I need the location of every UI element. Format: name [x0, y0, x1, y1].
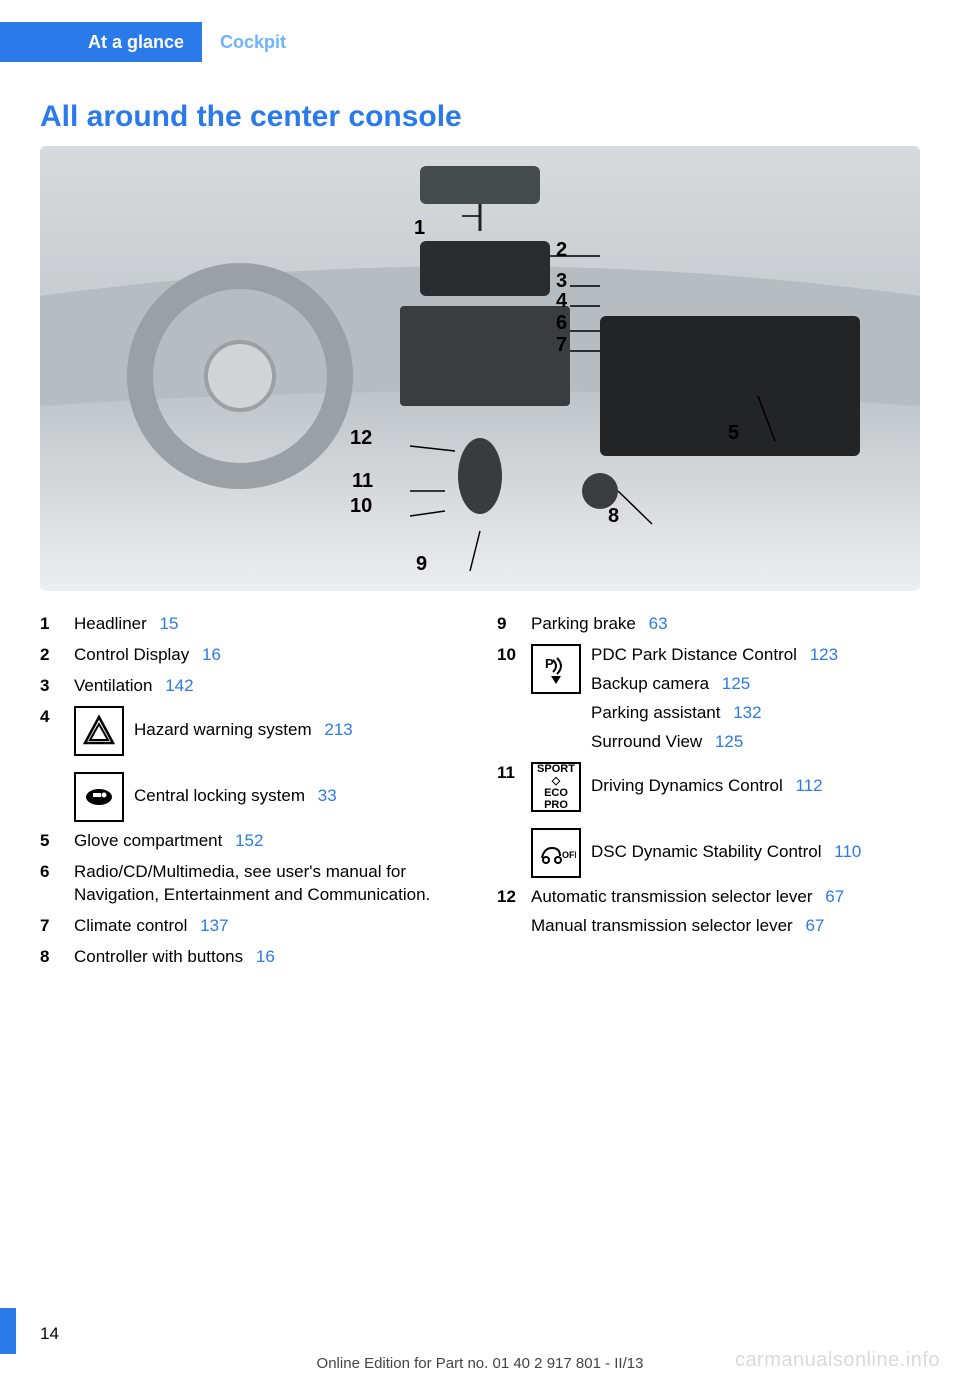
pdc-icon: P — [531, 644, 581, 694]
legend-number: 11 — [497, 762, 531, 785]
svg-text:P: P — [545, 656, 554, 671]
svg-text:OFF: OFF — [562, 850, 576, 860]
legend-item-4: 4 Hazard warning system 213 — [40, 706, 463, 822]
legend-columns: 1 Headliner 15 2 Control Display 16 3 Ve… — [40, 613, 920, 977]
legend-label: Climate control — [74, 916, 187, 935]
legend-number: 12 — [497, 886, 531, 909]
hazard-warning-icon — [74, 706, 124, 756]
legend-item-1: 1 Headliner 15 — [40, 613, 463, 636]
center-console-diagram — [40, 146, 920, 591]
header-section-tab: At a glance — [0, 22, 202, 62]
legend-label: Central locking system — [134, 786, 305, 805]
legend-label: Automatic transmission selector lever — [531, 887, 813, 906]
diagram-callout: 8 — [608, 505, 619, 528]
legend-label: Glove compartment — [74, 831, 222, 850]
legend-label: DSC Dynamic Stability Con­trol — [591, 842, 822, 861]
legend-label: Manual transmission selector lever — [531, 916, 793, 935]
legend-number: 9 — [497, 613, 531, 636]
legend-item-5: 5 Glove compartment 152 — [40, 830, 463, 853]
page-ref[interactable]: 152 — [235, 831, 263, 850]
diagram-callout: 6 — [556, 312, 567, 335]
page-ref[interactable]: 137 — [200, 916, 228, 935]
page-header: At a glance Cockpit — [0, 22, 960, 62]
legend-number: 2 — [40, 644, 74, 667]
diagram-callout: 7 — [556, 334, 567, 357]
page-ref[interactable]: 16 — [202, 645, 221, 664]
legend-number: 6 — [40, 861, 74, 884]
legend-label: Parking assistant — [591, 703, 720, 722]
driving-dynamics-icon: SPORT◇ECO PRO — [531, 762, 581, 812]
diagram-callout: 5 — [728, 422, 739, 445]
legend-label: Radio/CD/Multimedia, see user's manual f… — [74, 862, 430, 904]
legend-label: Headliner — [74, 614, 147, 633]
legend-number: 10 — [497, 644, 531, 667]
dashboard-illustration — [40, 146, 920, 591]
page-ref[interactable]: 132 — [733, 703, 761, 722]
legend-number: 4 — [40, 706, 74, 729]
central-locking-icon — [74, 772, 124, 822]
legend-label: Parking brake — [531, 614, 636, 633]
diagram-callout: 1 — [414, 217, 425, 240]
page-ref[interactable]: 15 — [160, 614, 179, 633]
legend-number: 5 — [40, 830, 74, 853]
legend-label: Surround View — [591, 732, 702, 751]
dsc-off-icon: OFF — [531, 828, 581, 878]
legend-item-10: 10 P PDC Park Distance Control 123 Backu… — [497, 644, 920, 754]
diagram-callout: 9 — [416, 553, 427, 576]
page-ref[interactable]: 125 — [722, 674, 750, 693]
legend-label: PDC Park Distance Control — [591, 645, 797, 664]
diagram-callout: 12 — [350, 427, 372, 450]
legend-number: 8 — [40, 946, 74, 969]
legend-label: Control Display — [74, 645, 189, 664]
legend-label: Backup camera — [591, 674, 709, 693]
watermark: carmanualsonline.info — [735, 1349, 940, 1372]
page-ref[interactable]: 67 — [805, 916, 824, 935]
diagram-callout: 4 — [556, 290, 567, 313]
legend-label: Hazard warning system — [134, 720, 312, 739]
diagram-callout: 10 — [350, 495, 372, 518]
page-number: 14 — [40, 1324, 59, 1344]
legend-left-column: 1 Headliner 15 2 Control Display 16 3 Ve… — [40, 613, 463, 977]
page-ref[interactable]: 125 — [715, 732, 743, 751]
header-subsection: Cockpit — [202, 22, 286, 62]
diagram-callout: 11 — [352, 470, 373, 493]
legend-number: 7 — [40, 915, 74, 938]
legend-item-11: 11 SPORT◇ECO PRO Driving Dynamics Contro… — [497, 762, 920, 878]
footer-edge-marker — [0, 1308, 16, 1354]
page-ref[interactable]: 63 — [649, 614, 668, 633]
legend-item-9: 9 Parking brake 63 — [497, 613, 920, 636]
legend-label: Ventilation — [74, 676, 152, 695]
page-ref[interactable]: 67 — [825, 887, 844, 906]
legend-item-2: 2 Control Display 16 — [40, 644, 463, 667]
legend-item-3: 3 Ventilation 142 — [40, 675, 463, 698]
section-title: All around the center console — [40, 100, 960, 134]
legend-number: 1 — [40, 613, 74, 636]
legend-item-7: 7 Climate control 137 — [40, 915, 463, 938]
page-ref[interactable]: 112 — [796, 776, 823, 795]
page-ref[interactable]: 110 — [834, 842, 861, 861]
legend-item-8: 8 Controller with buttons 16 — [40, 946, 463, 969]
page-ref[interactable]: 33 — [318, 786, 337, 805]
page-ref[interactable]: 142 — [165, 676, 193, 695]
diagram-callout: 2 — [556, 239, 567, 262]
page-ref[interactable]: 16 — [256, 947, 275, 966]
legend-label: Driving Dynamics Control — [591, 776, 783, 795]
page-ref[interactable]: 213 — [324, 720, 352, 739]
legend-item-12: 12 Automatic transmission selector lever… — [497, 886, 920, 938]
legend-item-6: 6 Radio/CD/Multimedia, see user's manual… — [40, 861, 463, 907]
legend-right-column: 9 Parking brake 63 10 P PDC Park Distanc… — [497, 613, 920, 977]
page-ref[interactable]: 123 — [810, 645, 838, 664]
legend-label: Controller with buttons — [74, 947, 243, 966]
legend-number: 3 — [40, 675, 74, 698]
